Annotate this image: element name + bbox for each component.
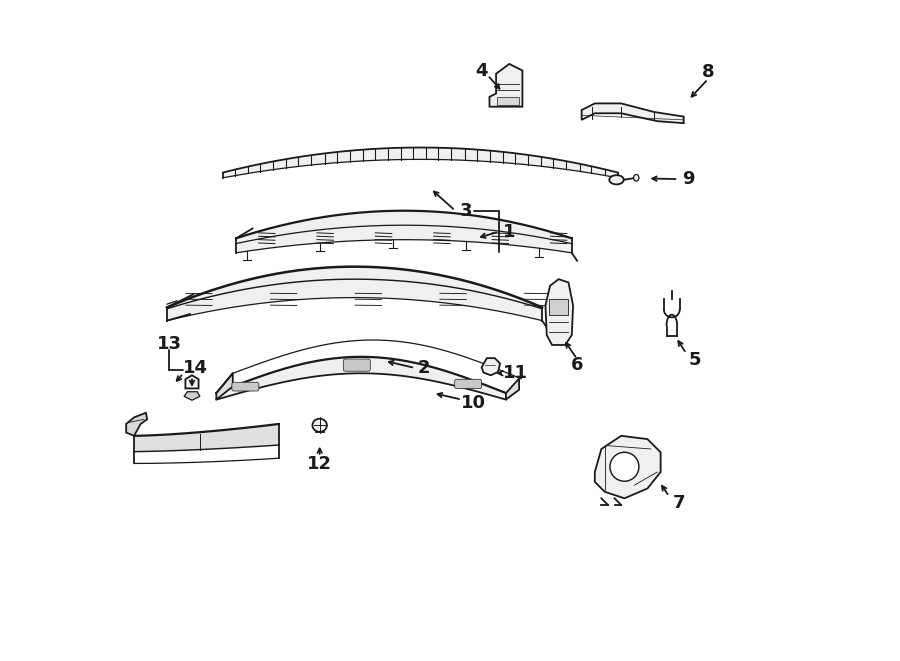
Ellipse shape [609,175,624,184]
Text: 3: 3 [460,202,473,219]
Text: 10: 10 [461,394,485,412]
Text: 5: 5 [688,351,701,369]
Polygon shape [506,379,519,400]
Polygon shape [216,357,506,400]
Bar [498,97,519,104]
Polygon shape [134,424,279,451]
Polygon shape [184,392,200,401]
Polygon shape [581,103,684,123]
Polygon shape [490,64,522,106]
Text: 7: 7 [673,494,685,512]
Text: 2: 2 [418,359,430,377]
Polygon shape [167,266,542,321]
Text: 11: 11 [503,364,528,382]
Circle shape [610,452,639,481]
Text: 12: 12 [307,455,332,473]
Polygon shape [236,211,572,253]
Polygon shape [216,373,233,400]
Text: 1: 1 [503,223,516,241]
Text: 8: 8 [702,63,715,81]
Text: 9: 9 [682,170,695,188]
Polygon shape [595,436,661,498]
Text: 13: 13 [157,334,182,353]
Polygon shape [482,358,500,375]
Text: 4: 4 [475,61,488,79]
FancyBboxPatch shape [343,359,370,371]
Polygon shape [545,279,573,345]
Polygon shape [126,412,148,436]
Bar [549,299,569,315]
Ellipse shape [312,418,327,432]
FancyBboxPatch shape [454,379,482,389]
Text: 6: 6 [571,356,583,374]
Ellipse shape [634,175,639,181]
FancyBboxPatch shape [232,382,259,391]
Text: 14: 14 [183,359,208,377]
Polygon shape [185,375,199,389]
Polygon shape [223,147,617,178]
